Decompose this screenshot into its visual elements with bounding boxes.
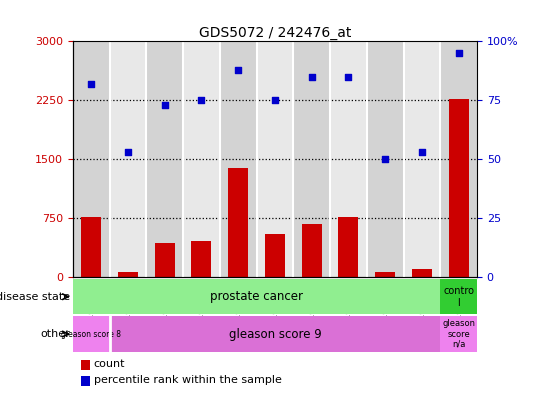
Title: GDS5072 / 242476_at: GDS5072 / 242476_at [199,26,351,40]
Bar [81,360,89,369]
Text: count: count [94,359,125,369]
Point [271,97,279,103]
Point [307,73,316,80]
Bar [191,241,211,277]
Point [381,156,390,162]
Point [160,102,169,108]
Bar [265,234,285,277]
Bar [73,316,109,352]
Point [197,97,206,103]
Bar [228,168,248,277]
Bar [155,243,175,277]
Bar [404,41,440,277]
Bar [81,376,89,386]
Bar [257,41,293,277]
Point [123,149,132,155]
Text: other: other [40,329,70,339]
Bar [448,99,469,277]
Point [344,73,353,80]
Bar [293,41,330,277]
Point [87,81,95,87]
Text: gleason score 8: gleason score 8 [61,330,121,338]
Text: gleason score 9: gleason score 9 [229,327,321,341]
Bar [220,41,257,277]
Bar [338,217,358,277]
Bar [81,217,101,277]
Point [454,50,463,56]
Bar [109,316,440,352]
Bar [375,272,395,277]
Bar [440,41,477,277]
Point [418,149,426,155]
Bar [146,41,183,277]
Bar [73,41,109,277]
Text: percentile rank within the sample: percentile rank within the sample [94,375,282,385]
Bar [109,41,146,277]
Bar [440,316,477,352]
Text: gleason
score
n/a: gleason score n/a [442,319,475,349]
Point [234,66,243,73]
Bar [367,41,404,277]
Bar [183,41,220,277]
Text: contro
l: contro l [443,286,474,307]
Bar [440,279,477,314]
Bar [330,41,367,277]
Text: prostate cancer: prostate cancer [210,290,303,303]
Bar [301,224,322,277]
Text: disease state: disease state [0,292,70,302]
Bar [118,272,138,277]
Bar [412,269,432,277]
